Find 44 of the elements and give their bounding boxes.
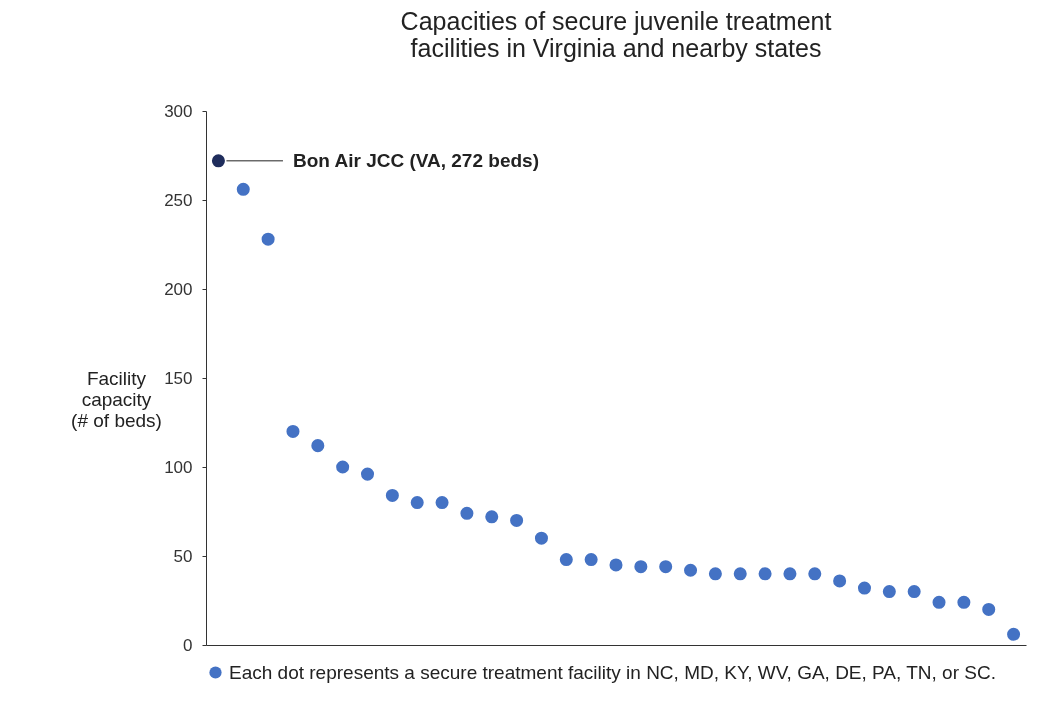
point bbox=[1007, 627, 1021, 641]
y-tick-label: 50 bbox=[173, 546, 193, 566]
annotation: Bon Air JCC (VA, 272 beds) bbox=[292, 149, 539, 171]
y-tick-label: 100 bbox=[164, 457, 193, 477]
point bbox=[435, 496, 449, 510]
point bbox=[783, 567, 797, 581]
point bbox=[311, 439, 325, 453]
point bbox=[659, 560, 673, 574]
point bbox=[907, 585, 921, 599]
point bbox=[261, 232, 275, 246]
point bbox=[584, 553, 598, 567]
point bbox=[857, 581, 871, 595]
point bbox=[733, 567, 747, 581]
point bbox=[609, 558, 623, 572]
point bbox=[634, 560, 648, 574]
point bbox=[485, 510, 499, 524]
y-tick-label: 300 bbox=[164, 101, 193, 121]
point bbox=[559, 553, 573, 567]
point bbox=[982, 602, 996, 616]
chart-title: Capacities of secure juvenile treatment facilities in Virginia and nearby states bbox=[400, 7, 832, 62]
point bbox=[211, 154, 225, 168]
point bbox=[336, 460, 350, 474]
point bbox=[236, 182, 250, 196]
point bbox=[510, 513, 524, 527]
point bbox=[833, 574, 847, 588]
point bbox=[361, 467, 375, 481]
legend-label: Each dot represents a secure treatment facility in NC, MD, KY, WV, GA, DE, PA, TN, or SC. bbox=[229, 661, 996, 683]
y-tick-label: 150 bbox=[164, 368, 193, 388]
point bbox=[808, 567, 822, 581]
y-tick-label: 250 bbox=[164, 190, 193, 210]
y-tick-label: 0 bbox=[183, 635, 193, 655]
point bbox=[410, 496, 424, 510]
y-axis-title: Facility capacity (# of beds) bbox=[71, 367, 162, 431]
y-tick-label: 200 bbox=[164, 279, 193, 299]
point bbox=[758, 567, 772, 581]
point bbox=[932, 595, 946, 609]
point bbox=[385, 488, 399, 502]
point bbox=[684, 563, 698, 577]
point bbox=[286, 424, 300, 438]
point bbox=[957, 595, 971, 609]
point bbox=[882, 585, 896, 599]
point bbox=[534, 531, 548, 545]
point bbox=[460, 506, 474, 520]
point bbox=[708, 567, 722, 581]
